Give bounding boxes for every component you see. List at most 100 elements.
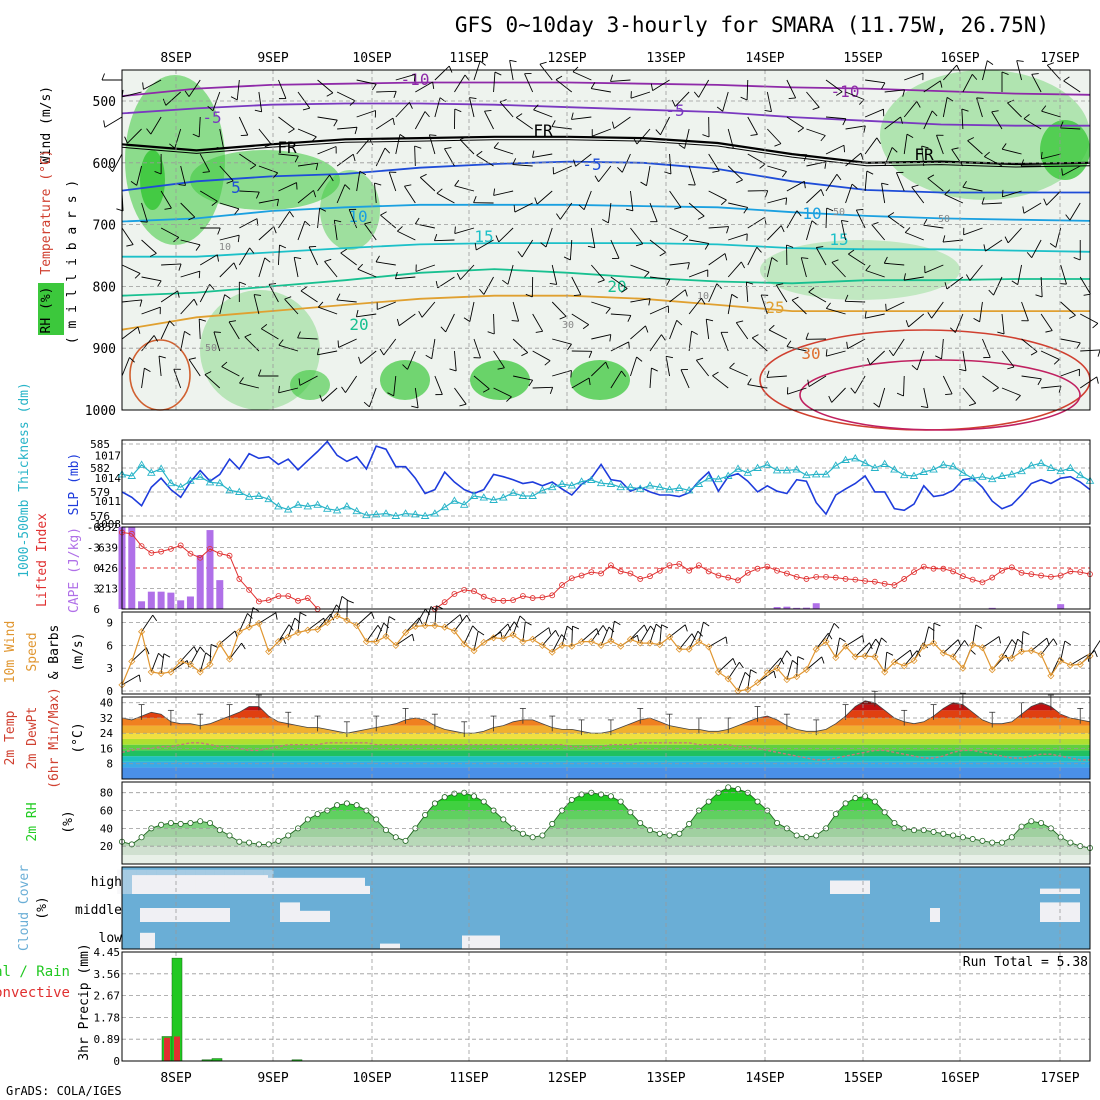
rh-point	[666, 832, 673, 839]
temp-band	[122, 738, 1090, 745]
rh-band	[122, 810, 1090, 820]
wind-barb-flag	[387, 392, 394, 397]
wind-barb-flag	[764, 190, 769, 198]
wind-speed-point	[138, 628, 146, 636]
wind-barb-flag	[628, 341, 630, 349]
isotherm-line	[121, 81, 1091, 97]
wind-barb	[826, 308, 846, 315]
wind-barb	[1080, 313, 1099, 324]
wind-barb	[905, 232, 924, 241]
wind-barb	[398, 313, 416, 327]
wind-barb	[924, 264, 944, 274]
rh-point	[1038, 820, 1045, 827]
wind-barb	[967, 140, 983, 155]
wind-barb-flag	[588, 351, 593, 358]
cloud-fill	[140, 932, 155, 949]
wind-barb-flag	[848, 249, 855, 255]
cape-bar	[147, 591, 155, 609]
wind-speed-point	[939, 649, 947, 657]
wind-barb	[136, 165, 142, 186]
wind-barb	[630, 356, 638, 377]
wind-tick-label: 0	[106, 685, 113, 698]
wind-barb	[1040, 350, 1060, 360]
wind-barb-flag	[177, 290, 180, 298]
contour-label: 20	[349, 315, 368, 334]
wind-speed-point	[265, 647, 273, 656]
wind-barb-flag	[329, 174, 334, 182]
wind-barb-flag	[906, 133, 914, 139]
contour-label: 25	[765, 298, 784, 317]
cloud-series-bar	[273, 888, 284, 894]
wind-barb-flag	[621, 288, 628, 293]
wind-barb	[895, 172, 905, 192]
wind-barb	[942, 239, 963, 243]
thickness-point	[1075, 470, 1085, 479]
wind-barb-flag	[881, 82, 886, 90]
wind10m-barb	[669, 624, 686, 638]
wind-barb-flag	[903, 273, 906, 281]
wind-barb	[160, 320, 170, 340]
wind-barb-flag	[493, 188, 496, 196]
wind10m-barb-flag	[388, 616, 396, 621]
wind-barb	[357, 268, 377, 278]
wind-barb	[660, 116, 670, 136]
wind-barb-flag	[696, 357, 704, 361]
wind10m-barb-flag	[608, 626, 615, 633]
wind-barb	[397, 230, 416, 241]
wind-barb-flag	[355, 309, 359, 317]
wind10m-barb	[160, 653, 165, 674]
wind-barb	[1041, 110, 1061, 118]
wind10m-barb	[1070, 654, 1088, 666]
wind-barb-flag	[304, 220, 311, 227]
wind-barb-flag	[605, 361, 609, 369]
date-label-top: 12SEP	[547, 51, 586, 66]
wind10m-barb-flag	[519, 615, 526, 621]
wind-barb-flag	[380, 211, 387, 216]
thickness-point	[1056, 466, 1065, 475]
wind10m-barb-flag	[703, 621, 710, 627]
wind-barb	[942, 97, 948, 118]
wind-barb	[161, 263, 182, 266]
wind-barb-flag	[454, 108, 462, 113]
rh-point	[1067, 839, 1074, 846]
wind-barb-flag	[726, 226, 730, 234]
li-point	[637, 576, 644, 582]
wind-barb-flag	[429, 134, 437, 136]
thickness-point	[293, 500, 303, 508]
wind-barb	[808, 291, 827, 303]
wind-barb	[569, 239, 573, 260]
wind-barb	[815, 247, 827, 266]
thickness-point	[352, 506, 361, 515]
wind-speed-point	[196, 668, 204, 676]
wind10m-barb-flag	[555, 630, 560, 637]
wind-barb-flag	[967, 137, 975, 142]
wind-barb	[219, 128, 225, 149]
wind10m-barb	[336, 596, 343, 616]
wind-barb	[318, 306, 338, 315]
wind-barb-flag	[911, 365, 918, 371]
thickness-point	[508, 488, 518, 496]
li-point	[735, 577, 741, 584]
wind-barb-flag	[942, 235, 946, 243]
rh-shade-region	[140, 150, 165, 210]
wind-speed-point	[910, 657, 918, 665]
precip-tick-label: 4.45	[94, 946, 121, 959]
rh-point	[549, 820, 556, 827]
wind-barb-flag	[736, 179, 743, 184]
wind-barb	[239, 218, 258, 229]
wind-speed-point	[724, 675, 732, 683]
li-point	[1067, 568, 1074, 575]
wind-speed-point	[245, 623, 253, 631]
wind-barb	[728, 202, 748, 208]
wind-barb-flag	[464, 74, 470, 81]
wind-barb	[629, 190, 634, 211]
cloud-fill	[280, 902, 300, 922]
wind-barb	[127, 128, 142, 144]
wind10m-barb	[297, 612, 301, 633]
li-point	[128, 530, 135, 537]
thickness-point	[841, 455, 850, 463]
thickness-point	[645, 481, 655, 489]
cape-bar	[1057, 604, 1065, 609]
stability-frame	[121, 526, 1091, 610]
wind-speed-point	[441, 623, 449, 631]
